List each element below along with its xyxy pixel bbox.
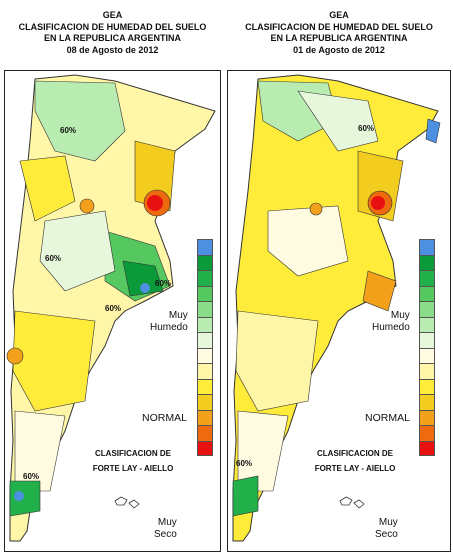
contour-label: 60% — [358, 124, 374, 133]
legend-swatch — [419, 254, 435, 270]
legend-swatch — [197, 394, 213, 410]
map-title-line-2: EN LA REPUBLICA ARGENTINA — [44, 33, 181, 43]
region-east-orange — [362, 270, 397, 312]
islands-icon — [339, 496, 365, 509]
map-header: GEA CLASIFICACION DE HUMEDAD DEL SUELO E… — [225, 10, 453, 56]
map-panel-right: GEA CLASIFICACION DE HUMEDAD DEL SUELO E… — [225, 0, 453, 557]
classification-line-1: CLASIFICACION DE — [95, 449, 171, 458]
region-tierra-green — [9, 480, 41, 517]
legend-swatch — [419, 347, 435, 363]
map-panel-left: GEA CLASIFICACION DE HUMEDAD DEL SUELO E… — [0, 0, 225, 557]
legend-muy-label: Muy — [378, 517, 398, 528]
region-south-yellow — [235, 310, 319, 412]
orange-spot-center — [79, 198, 95, 214]
legend-muy-label: Muy — [390, 310, 410, 321]
legend-swatch — [419, 363, 435, 379]
classification-note: CLASIFICACION DE FORTE LAY - AIELLO — [78, 446, 188, 476]
legend-swatch — [419, 332, 435, 348]
legend-top-label: Muy Humedo — [150, 310, 188, 334]
legend-top-label: Muy Humedo — [372, 310, 410, 334]
orange-spot-center — [309, 202, 323, 216]
region-south-light — [14, 410, 66, 492]
legend-swatch — [197, 378, 213, 394]
region-north-green — [34, 80, 126, 162]
contour-label: 60% — [155, 279, 171, 288]
legend-swatch — [197, 254, 213, 270]
map-title-line-2: EN LA REPUBLICA ARGENTINA — [270, 33, 408, 43]
legend-swatch — [197, 270, 213, 286]
legend-swatch — [419, 440, 435, 456]
legend-swatch — [419, 239, 435, 255]
legend-seco-label: Seco — [154, 529, 177, 540]
legend-swatch — [419, 394, 435, 410]
map-title-line-1: CLASIFICACION DE HUMEDAD DEL SUELO — [245, 21, 433, 32]
map-date: 01 de Agosto de 2012 — [293, 44, 385, 55]
legend-swatch — [197, 285, 213, 301]
legend-swatch — [197, 440, 213, 456]
region-nw-yellow — [19, 155, 76, 222]
classification-line-2: FORTE LAY - AIELLO — [314, 464, 396, 473]
org-label: GEA — [102, 10, 123, 20]
orange-spot-south — [6, 347, 24, 365]
moisture-legend — [197, 239, 215, 456]
soil-moisture-map-svg: 60% 60% — [232, 74, 441, 542]
legend-seco-label: Seco — [375, 529, 398, 540]
region-tierra-green — [232, 475, 259, 517]
legend-swatch — [419, 378, 435, 394]
legend-swatch — [419, 270, 435, 286]
classification-line-2: FORTE LAY - AIELLO — [92, 464, 174, 473]
region-south-light — [237, 410, 289, 492]
region-center-darkgreen — [122, 260, 164, 297]
legend-swatch — [419, 301, 435, 317]
org-label: GEA — [329, 10, 349, 20]
wet-spot-south — [14, 491, 24, 501]
wet-spot-center — [140, 283, 150, 293]
legend-swatch — [419, 425, 435, 441]
classification-line-1: CLASIFICACION DE — [317, 449, 393, 458]
legend-bottom-label: Muy Seco — [375, 517, 398, 541]
region-ne-wet — [425, 118, 441, 144]
region-center-light — [267, 205, 349, 277]
legend-swatch — [197, 239, 213, 255]
legend-humedo-label: Humedo — [372, 322, 410, 333]
soil-moisture-map-svg: 60% 60% 60% 60% 60% — [6, 74, 216, 542]
legend-muy-label: Muy — [168, 310, 188, 321]
legend-muy-label: Muy — [157, 517, 177, 528]
contour-label: 60% — [105, 304, 121, 313]
region-center-light — [39, 210, 116, 292]
legend-swatch — [197, 332, 213, 348]
legend-normal-label: NORMAL — [142, 412, 187, 424]
legend-swatch — [197, 347, 213, 363]
legend-swatch — [419, 285, 435, 301]
legend-swatch — [419, 409, 435, 425]
region-north-light — [297, 90, 379, 152]
legend-swatch — [197, 425, 213, 441]
legend-swatch — [197, 301, 213, 317]
map-date: 08 de Agosto de 2012 — [66, 44, 159, 55]
legend-swatch — [197, 363, 213, 379]
legend-bottom-label: Muy Seco — [154, 517, 177, 541]
legend-humedo-label: Humedo — [150, 322, 188, 333]
legend-swatch — [419, 316, 435, 332]
legend-swatch — [197, 316, 213, 332]
map-frame: 60% 60% — [227, 70, 451, 552]
islands-icon — [114, 496, 140, 509]
very-dry-spot-ne — [371, 196, 385, 210]
map-title-line-1: CLASIFICACION DE HUMEDAD DEL SUELO — [18, 21, 207, 32]
moisture-legend — [419, 239, 437, 456]
contour-label: 60% — [45, 254, 61, 263]
contour-label: 60% — [23, 472, 39, 481]
map-frame: 60% 60% 60% 60% 60% — [4, 70, 221, 552]
legend-swatch — [197, 409, 213, 425]
classification-note: CLASIFICACION DE FORTE LAY - AIELLO — [300, 446, 410, 476]
map-header: GEA CLASIFICACION DE HUMEDAD DEL SUELO E… — [0, 10, 225, 56]
contour-label: 60% — [236, 459, 252, 468]
contour-label: 60% — [60, 126, 76, 135]
legend-normal-label: NORMAL — [365, 412, 410, 424]
very-dry-spot-ne — [147, 195, 163, 211]
